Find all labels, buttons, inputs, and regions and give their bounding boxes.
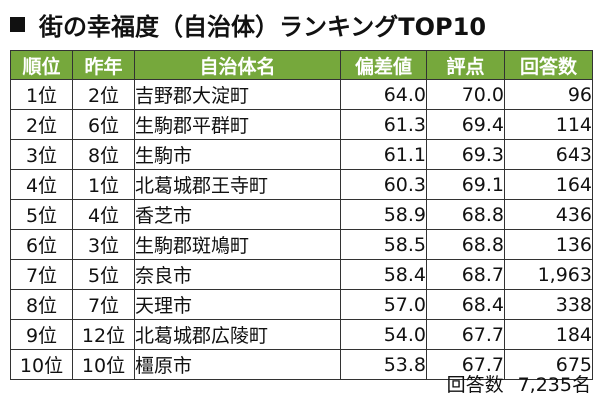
cell-deviation: 58.4: [340, 259, 427, 290]
cell-previous-year: 12位: [72, 319, 135, 350]
cell-municipality: 橿原市: [134, 349, 341, 380]
cell-deviation: 61.1: [340, 139, 427, 170]
cell-response-count: 436: [504, 199, 593, 230]
cell-score: 69.3: [426, 139, 505, 170]
cell-municipality: 天理市: [134, 289, 341, 320]
cell-deviation: 64.0: [340, 79, 427, 110]
header-response-count: 回答数: [504, 50, 593, 80]
cell-rank: 9位: [10, 319, 73, 350]
cell-deviation: 53.8: [340, 349, 427, 380]
table-row: 5位 4位 香芝市 58.9 68.8 436: [10, 199, 593, 230]
cell-score: 70.0: [426, 79, 505, 110]
cell-municipality: 生駒郡平群町: [134, 109, 341, 140]
cell-municipality: 生駒郡斑鳩町: [134, 229, 341, 260]
table-row: 3位 8位 生駒市 61.1 69.3 643: [10, 139, 593, 170]
cell-rank: 5位: [10, 199, 73, 230]
cell-municipality: 生駒市: [134, 139, 341, 170]
cell-rank: 1位: [10, 79, 73, 110]
cell-response-count: 136: [504, 229, 593, 260]
cell-response-count: 114: [504, 109, 593, 140]
cell-deviation: 61.3: [340, 109, 427, 140]
page-title-text: 街の幸福度（自治体）ランキングTOP10: [39, 12, 487, 41]
table-row: 2位 6位 生駒郡平群町 61.3 69.4 114: [10, 109, 593, 140]
header-deviation: 偏差値: [340, 50, 427, 80]
cell-previous-year: 8位: [72, 139, 135, 170]
header-previous-year: 昨年: [72, 50, 135, 80]
cell-response-count: 643: [504, 139, 593, 170]
cell-previous-year: 3位: [72, 229, 135, 260]
table-row: 6位 3位 生駒郡斑鳩町 58.5 68.8 136: [10, 229, 593, 260]
cell-rank: 10位: [10, 349, 73, 380]
cell-previous-year: 7位: [72, 289, 135, 320]
cell-previous-year: 6位: [72, 109, 135, 140]
table-row: 4位 1位 北葛城郡王寺町 60.3 69.1 164: [10, 169, 593, 200]
cell-score: 69.1: [426, 169, 505, 200]
total-responses-label: 回答数: [446, 374, 504, 396]
table-row: 9位 12位 北葛城郡広陵町 54.0 67.7 184: [10, 319, 593, 350]
cell-deviation: 58.9: [340, 199, 427, 230]
cell-rank: 6位: [10, 229, 73, 260]
cell-score: 68.8: [426, 229, 505, 260]
cell-municipality: 北葛城郡広陵町: [134, 319, 341, 350]
table-row: 8位 7位 天理市 57.0 68.4 338: [10, 289, 593, 320]
cell-score: 68.4: [426, 289, 505, 320]
cell-score: 69.4: [426, 109, 505, 140]
cell-rank: 3位: [10, 139, 73, 170]
page-title: 街の幸福度（自治体）ランキングTOP10: [6, 4, 596, 44]
cell-municipality: 北葛城郡王寺町: [134, 169, 341, 200]
cell-rank: 8位: [10, 289, 73, 320]
cell-previous-year: 1位: [72, 169, 135, 200]
cell-score: 67.7: [426, 319, 505, 350]
cell-response-count: 675: [504, 349, 593, 380]
cell-previous-year: 4位: [72, 199, 135, 230]
cell-deviation: 58.5: [340, 229, 427, 260]
cell-previous-year: 5位: [72, 259, 135, 290]
total-responses: 回答数 7,235名: [447, 370, 591, 396]
table-header-row: 順位 昨年 自治体名 偏差値 評点 回答数: [10, 50, 593, 80]
black-square-icon: [10, 16, 25, 32]
cell-previous-year: 10位: [72, 349, 135, 380]
cell-municipality: 奈良市: [134, 259, 341, 290]
cell-deviation: 57.0: [340, 289, 427, 320]
ranking-table: 順位 昨年 自治体名 偏差値 評点 回答数 1位 2位 吉野郡大淀町 64.0 …: [10, 50, 593, 380]
table-row: 1位 2位 吉野郡大淀町 64.0 70.0 96: [10, 79, 593, 110]
cell-response-count: 338: [504, 289, 593, 320]
cell-deviation: 54.0: [340, 319, 427, 350]
table-row: 7位 5位 奈良市 58.4 68.7 1,963: [10, 259, 593, 290]
cell-response-count: 164: [504, 169, 593, 200]
cell-previous-year: 2位: [72, 79, 135, 110]
cell-municipality: 吉野郡大淀町: [134, 79, 341, 110]
header-score: 評点: [426, 50, 505, 80]
cell-municipality: 香芝市: [134, 199, 341, 230]
header-rank: 順位: [10, 50, 73, 80]
cell-score: 68.7: [426, 259, 505, 290]
cell-rank: 2位: [10, 109, 73, 140]
cell-rank: 4位: [10, 169, 73, 200]
header-municipality: 自治体名: [134, 50, 341, 80]
cell-response-count: 1,963: [504, 259, 593, 290]
cell-response-count: 184: [504, 319, 593, 350]
cell-deviation: 60.3: [340, 169, 427, 200]
cell-rank: 7位: [10, 259, 73, 290]
total-responses-value: 7,235名: [517, 374, 591, 396]
cell-response-count: 96: [504, 79, 593, 110]
table-row: 10位 10位 橿原市 53.8 67.7 675: [10, 349, 593, 380]
cell-score: 68.8: [426, 199, 505, 230]
